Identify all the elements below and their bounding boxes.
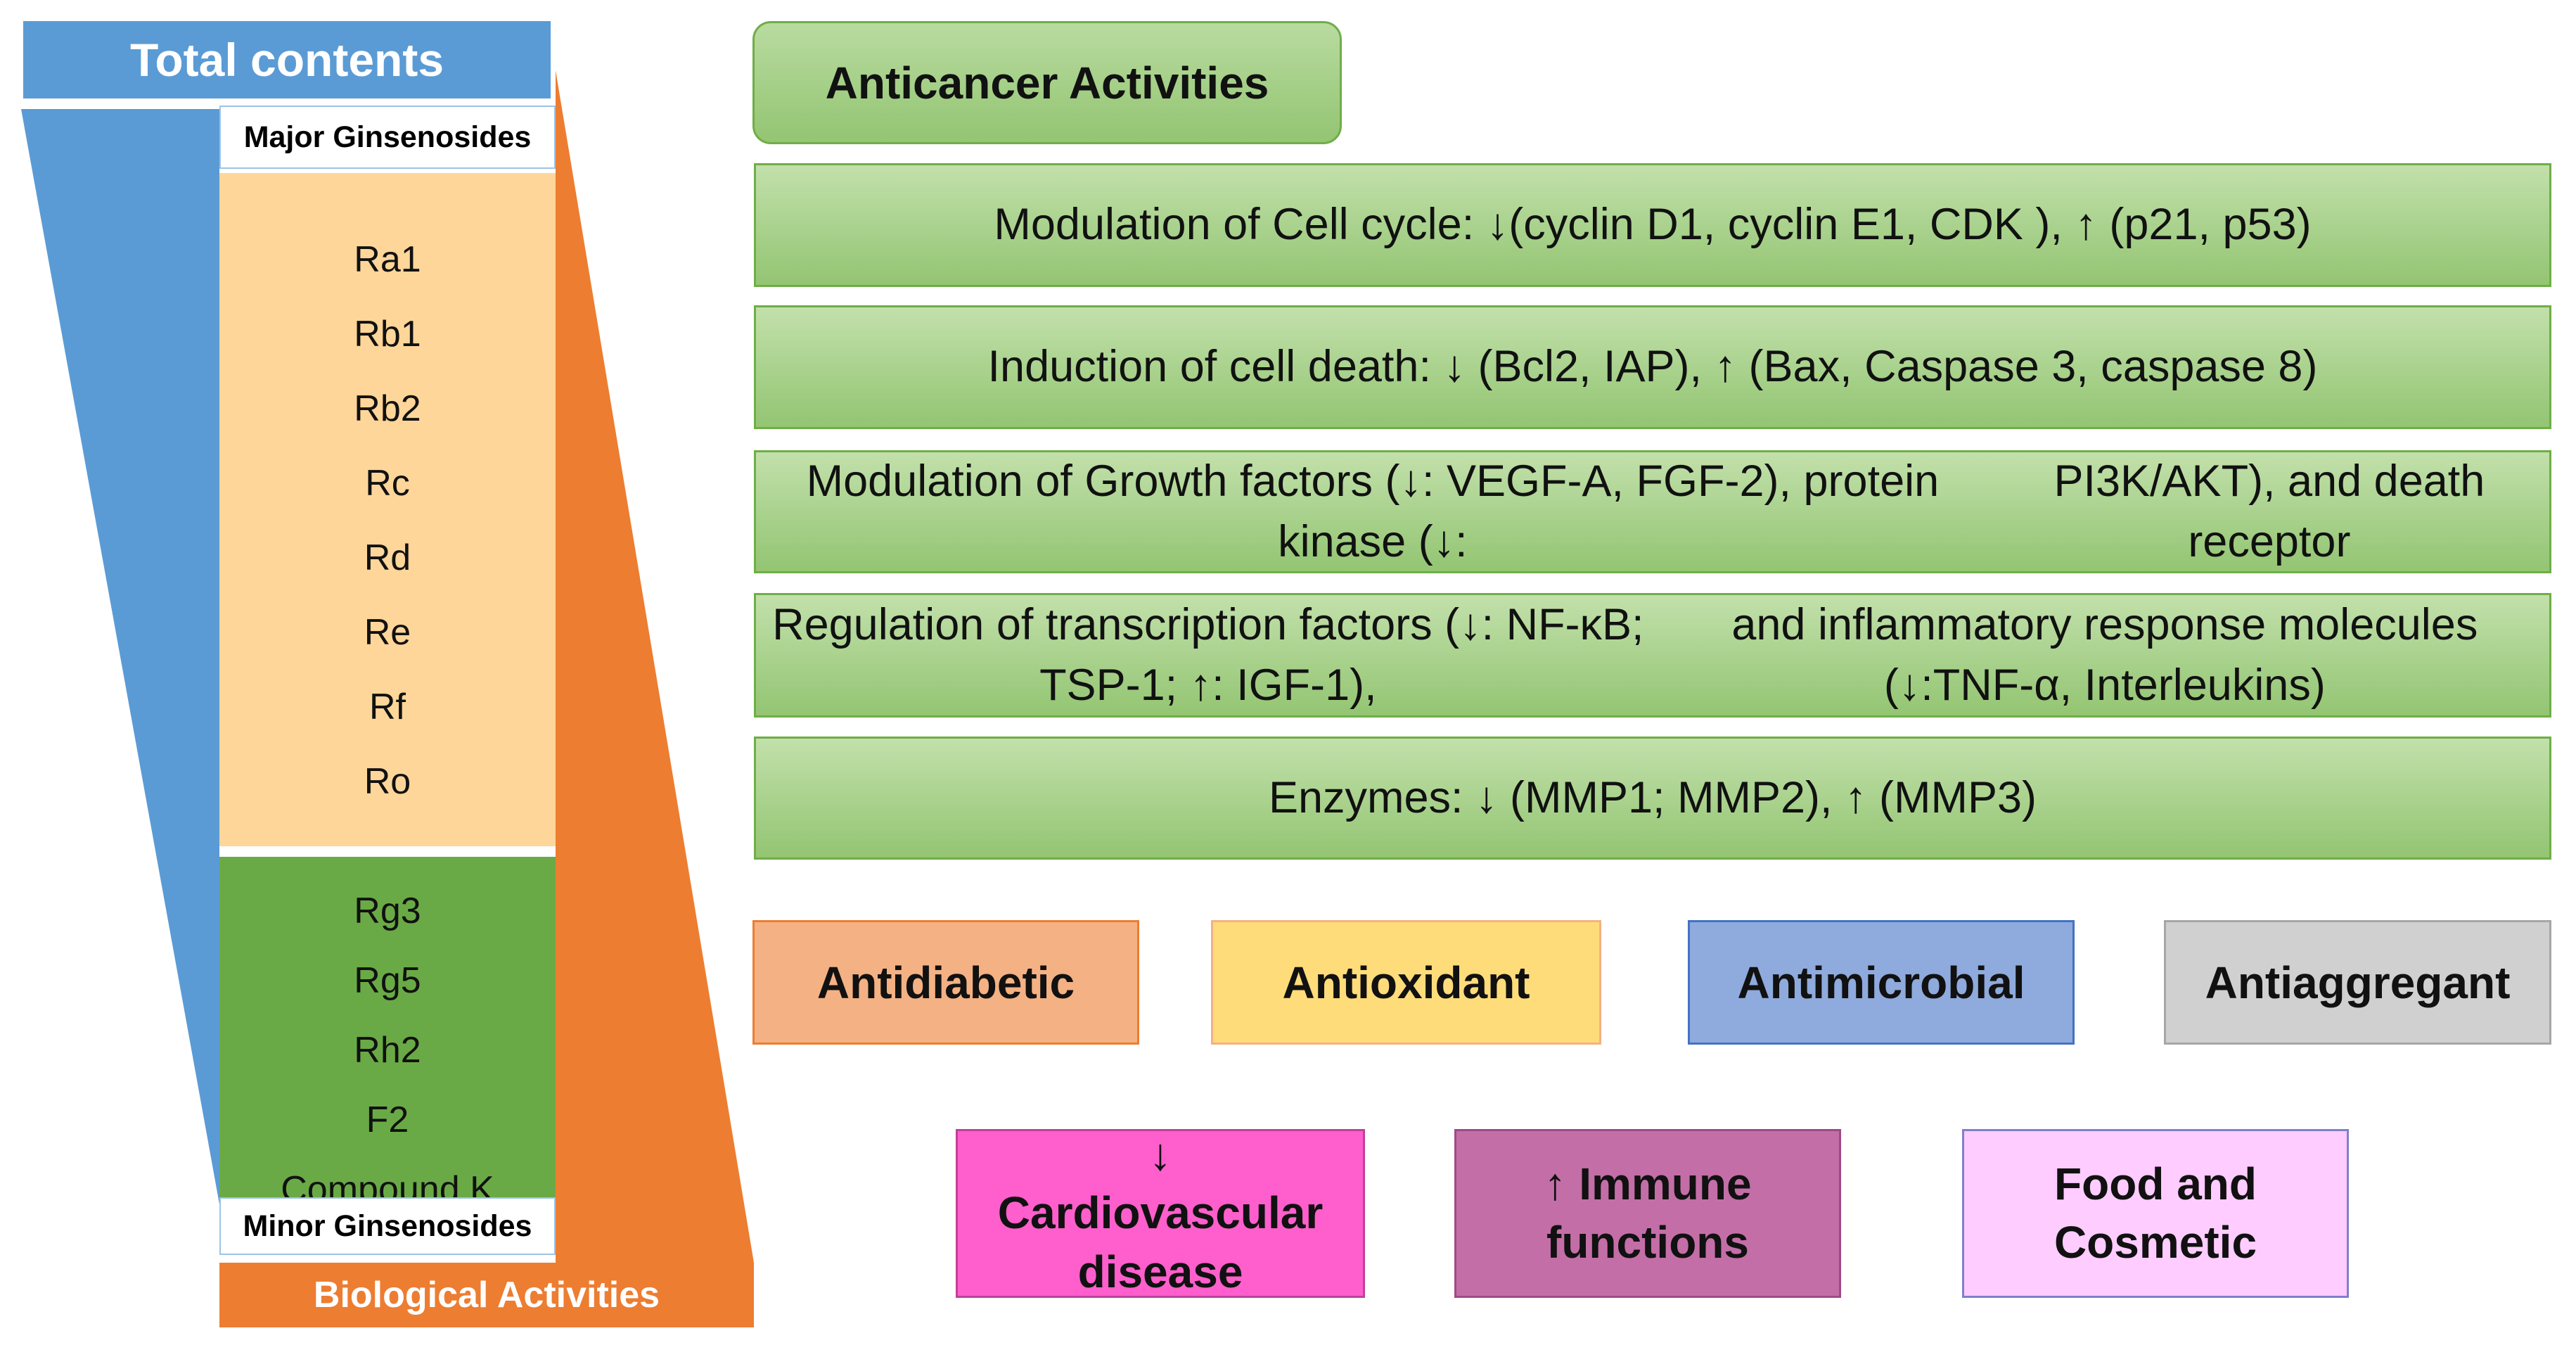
ginsenoside-item: Rg3 [354,891,421,931]
mechanism-line: Regulation of transcription factors (↓: … [772,600,1644,710]
biological-activities-label: Biological Activities [219,1263,754,1327]
box-line: Cosmetic [2053,1217,2257,1268]
ginsenoside-item: F2 [366,1099,409,1140]
mechanism-cell-cycle: Modulation of Cell cycle: ↓(cyclin D1, c… [754,163,2551,287]
ginsenoside-item: Rd [364,537,411,578]
box-line: functions [1546,1217,1749,1268]
mechanism-line: Induction of cell death: ↓ (Bcl2, IAP), … [987,342,2318,392]
mechanism-line: Enzymes: ↓ (MMP1; MMP2), ↑ (MMP3) [1268,772,2037,822]
ginsenoside-item: Ro [364,761,411,802]
box-line: ↓ [1149,1129,1172,1180]
ginsenoside-item: Rh2 [354,1030,421,1071]
ginsenoside-item: Rc [365,463,410,504]
major-ginsenosides-list: Ra1 Rb1 Rb2 Rc Rd Re Rf Ro [219,173,556,846]
mechanism-line: and inflammatory response molecules (↓:T… [1731,600,2478,710]
mechanism-growth-factors: Modulation of Growth factors (↓: VEGF-A,… [754,450,2551,573]
total-contents-title: Total contents [23,21,551,98]
ginsenoside-item: Rg5 [354,960,421,1001]
antioxidant-box: Antioxidant [1211,920,1601,1045]
minor-ginsenosides-label: Minor Ginsenosides [219,1197,556,1255]
mechanism-cell-death: Induction of cell death: ↓ (Bcl2, IAP), … [754,305,2551,429]
mechanism-transcription-factors: Regulation of transcription factors (↓: … [754,593,2551,718]
antidiabetic-box: Antidiabetic [752,920,1139,1045]
ginsenoside-item: Ra1 [354,239,421,280]
box-line: disease [1077,1246,1243,1297]
ginsenoside-item: Rb1 [354,314,421,355]
mechanism-line: Modulation of Growth factors (↓: VEGF-A,… [806,457,1940,566]
immune-functions-box: ↑ Immune functions [1454,1129,1841,1298]
antimicrobial-box: Antimicrobial [1688,920,2075,1045]
blue-decreasing-wedge [21,109,219,1204]
ginsenoside-item: Re [364,612,411,653]
mechanism-line: Modulation of Cell cycle: ↓(cyclin D1, c… [994,200,2312,250]
box-line: Cardiovascular [997,1187,1324,1239]
orange-increasing-wedge [556,70,754,1263]
box-line: ↑ Immune [1544,1158,1752,1209]
anticancer-activities-title: Anticancer Activities [752,21,1342,144]
antiaggregant-box: Antiaggregant [2164,920,2551,1045]
major-ginsenosides-label: Major Ginsenosides [219,106,556,169]
minor-ginsenosides-list: Rg3 Rg5 Rh2 F2 Compound K [219,857,556,1210]
ginsenoside-item: Rb2 [354,388,421,429]
mechanism-enzymes: Enzymes: ↓ (MMP1; MMP2), ↑ (MMP3) [754,737,2551,860]
cardiovascular-disease-box: ↓ Cardiovascular disease [956,1129,1365,1298]
mechanism-line: PI3K/AKT), and death receptor [2053,457,2485,566]
box-line: Food and [2054,1158,2257,1209]
ginsenoside-item: Rf [369,687,406,727]
food-and-cosmetic-box: Food and Cosmetic [1962,1129,2349,1298]
